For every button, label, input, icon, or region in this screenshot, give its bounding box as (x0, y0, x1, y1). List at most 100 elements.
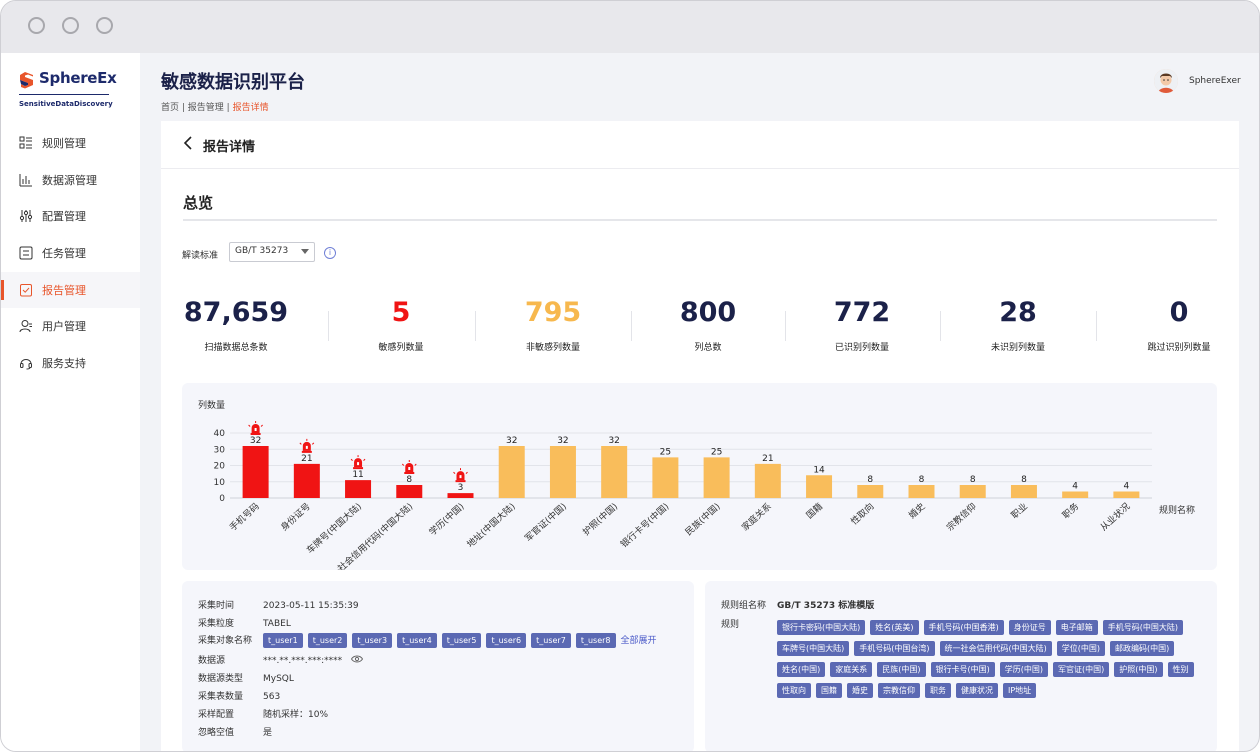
rule-tag[interactable]: 婚史 (847, 683, 873, 698)
window-titlebar (1, 1, 1259, 53)
object-tag[interactable]: t_user8 (575, 633, 616, 648)
y-tick-label: 30 (214, 445, 226, 455)
kv-key: 规则组名称 (721, 601, 767, 611)
sidebar-item-reports[interactable]: 报告管理 (1, 272, 140, 308)
sidebar-item-config[interactable]: 配置管理 (1, 198, 140, 234)
object-tag[interactable]: t_user7 (531, 633, 571, 648)
object-tag[interactable]: t_user4 (397, 633, 437, 648)
rule-tag[interactable]: 车牌号(中国大陆) (777, 641, 850, 656)
x-tick-label: 护照(中国) (580, 500, 620, 538)
kv-key: 采集粒度 (198, 619, 235, 629)
bar-value-label: 11 (352, 470, 363, 480)
rule-tag[interactable]: 银行卡密码(中国大陆) (777, 620, 866, 635)
rule-tag[interactable]: 手机号码(中国台湾) (854, 641, 935, 656)
rule-tag[interactable]: 护照(中国) (1114, 662, 1163, 677)
rule-tag[interactable]: 职务 (925, 683, 951, 698)
stat-divider (1096, 311, 1097, 341)
x-tick-label: 地址(中国大陆) (464, 500, 517, 550)
standard-label: 解读标准 (182, 251, 219, 261)
alarm-light-icon (248, 421, 263, 435)
sidebar-item-label: 配置管理 (42, 210, 86, 223)
standard-select[interactable]: GB/T 35273 (229, 242, 315, 262)
rule-tag[interactable]: 手机号码(中国大陆) (1102, 620, 1183, 635)
object-tag[interactable]: t_user3 (352, 633, 393, 648)
rules-info-panel: 规则组名称 GB/T 35273 标准模版 规则 银行卡密码(中国大陆) 姓名(英美… (705, 581, 1217, 751)
rules-row-label: 规则 (721, 620, 740, 630)
window-maximize-button[interactable] (96, 17, 113, 34)
rule-tag[interactable]: 手机号码(中国香港) (923, 620, 1004, 635)
rule-tag[interactable]: 宗教信仰 (878, 683, 920, 698)
window-minimize-button[interactable] (62, 17, 79, 34)
collect-objects-row: 采集对象名称 t_user1 t_user2 t_user3 t_user4 t_user… (198, 633, 657, 648)
bar-value-label: 4 (1072, 482, 1078, 492)
sidebar-item-users[interactable]: 用户管理 (1, 308, 140, 344)
rule-tag-row: 车牌号(中国大陆) 手机号码(中国台湾) 统一社会信用代码(中国大陆) 学位(中国) 邮… (777, 636, 1179, 656)
standard-select-value: GB/T 35273 (235, 246, 289, 256)
sidebar-item-datasources[interactable]: 数据源管理 (1, 162, 140, 198)
bar-value-label: 8 (1021, 475, 1027, 485)
sidebar-item-support[interactable]: 服务支持 (1, 345, 140, 381)
object-tag[interactable]: t_user2 (307, 633, 348, 648)
sidebar-item-rules[interactable]: 规则管理 (1, 125, 140, 161)
object-tag[interactable]: t_user1 (263, 633, 303, 648)
stat-divider (475, 311, 476, 341)
rule-tag[interactable]: 健康状况 (956, 683, 998, 698)
sidebar-item-tasks[interactable]: 任务管理 (1, 235, 140, 271)
x-tick-label: 身份证号 (278, 500, 313, 533)
avatar[interactable] (1154, 69, 1178, 93)
sliders-icon (19, 209, 33, 223)
eye-icon[interactable] (350, 655, 364, 666)
bar-value-label: 32 (250, 436, 261, 446)
stat-label: 跳过识别列数量 (1147, 343, 1211, 353)
rule-column-chart: 列数量 0 10 20 30 40 32 手机号码 21 身份证号 11 车牌号(中国大陆) 8 统一社会… (182, 383, 1217, 586)
object-tag[interactable]: t_user5 (441, 633, 482, 648)
rule-tag[interactable]: 电子邮箱 (1055, 620, 1098, 635)
info-icon[interactable]: i (324, 247, 336, 259)
x-tick-label: 统一社会信用代码(中国大陆) (322, 500, 416, 570)
bar-value-label: 8 (867, 475, 873, 485)
expand-all-link[interactable]: 全部展开 (620, 636, 657, 646)
stat-sensitive-columns: 5 敏感列数量 (351, 296, 451, 353)
x-tick-label: 职业 (1009, 501, 1030, 521)
chart-bar (1113, 491, 1140, 498)
logo: SphereEx SensitiveDataDiscovery (19, 69, 117, 113)
rule-tag[interactable]: 性取向 (777, 683, 811, 698)
rule-tag[interactable]: 银行卡号(中国) (930, 662, 995, 677)
bar-value-label: 25 (711, 447, 722, 457)
object-tag[interactable]: t_user6 (486, 633, 527, 648)
rule-tag[interactable]: 姓名(英美) (870, 620, 919, 635)
rule-tag[interactable]: 国籍 (816, 683, 842, 698)
stat-value: 772 (833, 297, 891, 328)
stat-divider (785, 311, 786, 341)
rule-tag[interactable]: 身份证号 (1008, 620, 1051, 635)
rule-tag[interactable]: 邮政编码(中国) (1110, 641, 1175, 656)
window-close-button[interactable] (28, 17, 45, 34)
x-tick-label: 家庭关系 (739, 500, 774, 533)
kv-value: GB/T 35273 标准模版 (777, 601, 875, 611)
stat-nonsensitive-columns: 795 非敏感列数量 (503, 296, 603, 353)
chevron-left-icon[interactable] (183, 136, 193, 154)
user-menu[interactable]: SphereExer (1154, 69, 1241, 93)
rule-tag[interactable]: 姓名(中国) (777, 662, 826, 677)
sphereex-logo-icon (20, 72, 33, 89)
rule-tag[interactable]: 学位(中国) (1056, 641, 1105, 656)
rule-tag[interactable]: 军官证(中国) (1053, 662, 1110, 677)
rule-tag[interactable]: 学历(中国) (999, 662, 1048, 677)
rule-tag[interactable]: 统一社会信用代码(中国大陆) (939, 641, 1052, 656)
chart-bar (1010, 485, 1037, 498)
y-tick-label: 10 (214, 478, 226, 488)
x-axis-title: 规则名称 (1159, 504, 1195, 516)
x-tick-label: 婚史 (906, 500, 927, 521)
x-tick-label: 职务 (1060, 500, 1081, 521)
rule-tag[interactable]: 性别 (1167, 662, 1194, 677)
rule-tag[interactable]: 家庭关系 (830, 662, 873, 677)
rule-tag[interactable]: IP地址 (1003, 683, 1037, 698)
stat-label: 扫描数据总条数 (204, 343, 268, 353)
bar-value-label: 8 (970, 475, 976, 485)
breadcrumb-reports[interactable]: 报告管理 (187, 103, 224, 113)
kv-key: 数据源类型 (198, 674, 244, 684)
stat-label: 已识别列数量 (834, 343, 889, 353)
stat-value: 5 (391, 297, 411, 328)
breadcrumb-home[interactable]: 首页 (161, 103, 180, 113)
rule-tag[interactable]: 民族(中国) (877, 662, 926, 677)
